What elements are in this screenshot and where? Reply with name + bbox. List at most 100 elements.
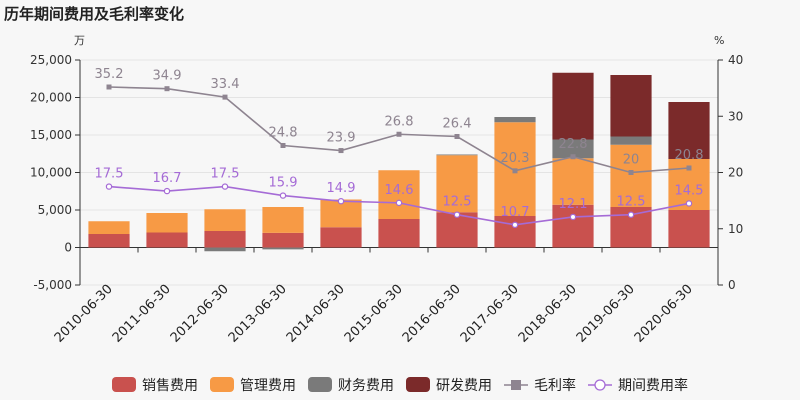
bar-2-9: [610, 136, 652, 145]
point-0-1: [164, 86, 170, 92]
data-label-0-6: 26.4: [443, 117, 472, 132]
legend-marker-4: [511, 380, 521, 390]
data-label-0-4: 23.9: [327, 131, 356, 146]
bar-1-9: [610, 144, 652, 207]
y-tick-label: -5,000: [33, 278, 72, 292]
x-tick-label: 2017-06-30: [458, 282, 522, 346]
legend-label-4: 毛利率: [534, 377, 576, 394]
data-label-0-1: 34.9: [153, 69, 182, 84]
data-label-0-9: 20: [623, 153, 640, 168]
left-axis-unit: 万: [74, 34, 85, 47]
bar-2-6: [436, 154, 478, 156]
point-0-4: [338, 148, 344, 154]
bar-1-1: [146, 213, 188, 233]
data-label-0-3: 24.8: [269, 126, 298, 141]
y-tick-label: 10,000: [30, 166, 72, 180]
y-tick-label: 0: [64, 241, 72, 255]
bar-1-2: [204, 209, 246, 231]
lines: [105, 84, 693, 229]
right-axis-unit: %: [714, 34, 724, 47]
y2-tick-label: 20: [728, 166, 743, 180]
bar-2-7: [494, 117, 536, 123]
bar-0-2: [204, 231, 246, 248]
y-tick-label: 20,000: [30, 91, 72, 105]
bar-0-5: [378, 219, 420, 248]
y2-tick-label: 30: [728, 109, 743, 123]
point-1-1: [163, 187, 171, 195]
bar-1-6: [436, 155, 478, 213]
legend-label-0: 销售费用: [142, 378, 198, 394]
legend-label-3: 研发费用: [436, 378, 492, 394]
bar-0-7: [494, 216, 536, 248]
bar-0-0: [88, 234, 130, 248]
point-1-2: [221, 183, 229, 190]
point-1-8: [569, 213, 577, 221]
point-0-9: [628, 170, 634, 175]
data-label-1-8: 12.1: [559, 197, 588, 212]
bar-0-8: [552, 204, 594, 248]
bar-1-8: [552, 158, 594, 205]
point-1-6: [453, 211, 461, 218]
data-label-1-5: 14.6: [385, 183, 414, 198]
x-tick-label: 2015-06-30: [342, 282, 406, 346]
bar-2-3: [262, 247, 304, 250]
point-0-10: [686, 165, 692, 171]
bar-0-6: [436, 212, 478, 248]
legend-swatch-0: [112, 377, 136, 392]
y-tick-label: 5,000: [38, 203, 72, 217]
data-label-0-10: 20.8: [675, 148, 704, 163]
legend-label-2: 财务费用: [338, 378, 394, 394]
y-tick-label: 15,000: [30, 128, 72, 142]
data-label-0-2: 33.4: [211, 77, 240, 92]
data-labels: 35.2 34.9 33.4 24.8 23.9 26.8 26.4 20.3 22.8 20 20…: [95, 67, 704, 220]
data-label-1-1: 16.7: [153, 171, 182, 186]
line-series-0: [108, 86, 690, 174]
data-label-0-0: 35.2: [95, 67, 124, 82]
x-tick-label: 2012-06-30: [168, 282, 232, 346]
data-label-0-7: 20.3: [501, 151, 530, 166]
data-label-1-3: 15.9: [269, 176, 298, 191]
point-1-5: [395, 199, 403, 207]
point-0-8: [570, 154, 576, 160]
bar-3-8: [552, 72, 594, 140]
bar-0-4: [320, 227, 362, 248]
legend-swatch-3: [406, 377, 430, 392]
data-label-1-7: 10.7: [501, 205, 530, 220]
x-tick-label: 2020-06-30: [632, 282, 696, 346]
x-tick-label: 2011-06-30: [110, 282, 174, 346]
legend-marker-5: [594, 379, 606, 391]
data-label-0-5: 26.8: [385, 114, 414, 129]
legend: 销售费用 管理费用 财务费用 研发费用 毛利率 期间费用率: [112, 377, 688, 394]
bar-1-5: [378, 170, 420, 219]
data-label-1-2: 17.5: [211, 167, 240, 182]
point-0-7: [512, 168, 518, 174]
bar-2-2: [204, 247, 246, 252]
y2-tick-label: 10: [728, 222, 743, 236]
legend-swatch-1: [210, 377, 234, 392]
point-0-6: [454, 134, 460, 139]
bar-1-3: [262, 207, 304, 233]
data-label-1-10: 14.5: [675, 183, 704, 198]
point-0-2: [222, 94, 228, 100]
x-tick-label: 2018-06-30: [516, 282, 580, 346]
data-label-1-4: 14.9: [327, 181, 356, 196]
y2-tick-label: 0: [728, 278, 736, 292]
point-0-5: [396, 131, 402, 137]
point-1-4: [337, 197, 345, 205]
bars: [88, 72, 710, 252]
chart-title: 历年期间费用及毛利率变化: [4, 5, 184, 23]
bar-1-0: [88, 221, 130, 234]
point-1-9: [627, 211, 635, 218]
point-0-3: [280, 143, 286, 148]
point-0-0: [106, 84, 112, 90]
point-1-0: [105, 183, 113, 190]
legend-label-1: 管理费用: [240, 378, 296, 394]
data-label-1-9: 12.5: [617, 195, 646, 210]
point-1-7: [511, 221, 519, 229]
point-1-10: [685, 200, 693, 207]
y2-tick-label: 40: [728, 53, 743, 67]
bar-3-10: [668, 102, 710, 159]
x-tick-labels: 2010-06-302011-06-302012-06-302013-06-30…: [52, 282, 696, 346]
legend-swatch-2: [308, 377, 332, 392]
data-label-1-0: 17.5: [95, 167, 124, 182]
